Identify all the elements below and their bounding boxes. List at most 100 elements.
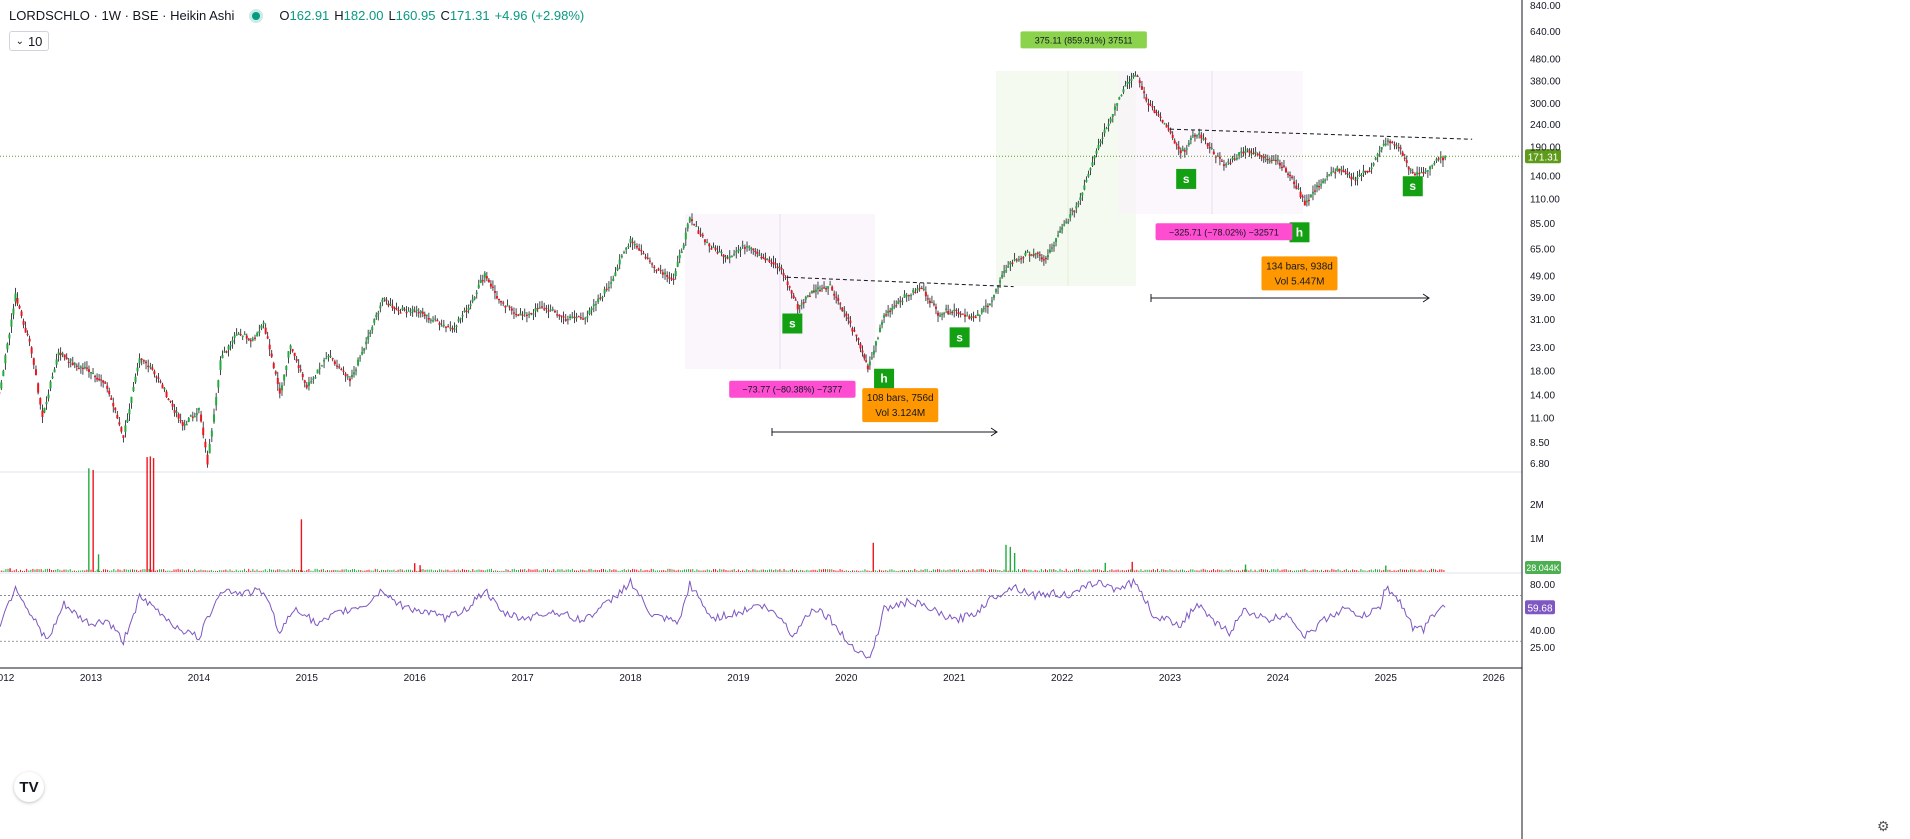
candle <box>114 407 117 411</box>
candle <box>889 310 892 312</box>
candle <box>1017 259 1020 261</box>
rsi-series <box>0 576 1522 659</box>
volume-bar <box>49 568 50 572</box>
volume-bar <box>351 569 353 572</box>
volume-bar <box>605 569 607 572</box>
candle <box>1270 159 1273 161</box>
volume-bar <box>1399 568 1401 572</box>
candle <box>786 281 789 286</box>
candle <box>1350 176 1353 180</box>
price-axis-tick: 110.00 <box>1530 194 1560 205</box>
volume-bar <box>1080 569 1082 572</box>
candle <box>1124 85 1127 87</box>
candle <box>821 288 824 290</box>
volume-bar <box>876 570 878 572</box>
gear-icon[interactable]: ⚙ <box>1877 818 1890 834</box>
volume-bar <box>237 570 239 572</box>
candle <box>453 328 456 330</box>
candle <box>108 390 111 395</box>
candle <box>1007 266 1010 268</box>
volume-bar <box>719 568 721 572</box>
candle <box>1034 253 1037 255</box>
candle <box>1374 157 1377 160</box>
interval-selector[interactable]: ⌄ 10 <box>9 31 49 51</box>
candle <box>383 297 386 300</box>
volume-bar <box>540 570 542 572</box>
candle <box>1095 150 1098 154</box>
volume-bar <box>1304 568 1306 572</box>
volume-bar <box>194 568 196 572</box>
candle <box>327 356 330 358</box>
volume-bar <box>1159 570 1161 572</box>
volume-bar <box>1362 570 1364 572</box>
candle <box>1336 167 1339 172</box>
tradingview-logo[interactable]: TV <box>14 772 44 802</box>
candle <box>122 435 125 438</box>
volume-bar <box>916 570 918 572</box>
volume-bar <box>673 569 675 572</box>
volume-bar <box>1053 569 1055 572</box>
candle <box>329 355 332 357</box>
volume-bar <box>90 569 92 572</box>
price-axis-tick: 640.00 <box>1530 27 1561 38</box>
candle <box>65 357 68 360</box>
symbol-title[interactable]: LORDSCHLO · 1W · BSE · Heikin Ashi <box>9 8 235 23</box>
candle <box>307 382 310 386</box>
candle <box>823 287 826 289</box>
candle <box>1222 164 1225 166</box>
candle <box>536 307 539 310</box>
volume-bar <box>461 569 463 572</box>
candle <box>413 311 416 313</box>
candle <box>393 307 396 310</box>
volume-bar <box>212 570 214 572</box>
volume-bar <box>582 569 584 572</box>
volume-bar <box>1101 570 1103 572</box>
volume-bar <box>964 569 966 572</box>
candle <box>411 309 414 312</box>
volume-bar <box>578 570 580 572</box>
volume-bar <box>1157 568 1159 572</box>
candle <box>865 360 868 362</box>
candle <box>959 313 962 315</box>
candle <box>177 414 180 419</box>
volume-bar <box>1184 570 1186 572</box>
pattern-label-box <box>782 313 803 334</box>
candle <box>766 258 769 260</box>
rsi-line <box>0 576 1446 659</box>
volume-bar <box>474 570 476 572</box>
volume-bar <box>1377 569 1378 572</box>
volume-bar <box>111 570 113 572</box>
candle <box>582 318 585 320</box>
volume-bar <box>493 570 495 572</box>
neckline <box>786 276 1014 288</box>
volume-bar <box>725 570 727 572</box>
volume-bar <box>1040 568 1042 572</box>
volume-bar <box>688 569 690 572</box>
volume-bar <box>503 570 505 572</box>
candle <box>493 291 496 293</box>
candle <box>506 305 509 307</box>
candle <box>63 354 66 358</box>
candle <box>1441 157 1444 161</box>
volume-bar <box>667 568 669 572</box>
volume-bar <box>1179 569 1181 572</box>
candle <box>845 313 848 317</box>
price-axis-tick: 240.00 <box>1530 120 1561 131</box>
candle <box>126 419 129 423</box>
volume-bar <box>1117 569 1119 572</box>
volume-bar <box>391 570 393 572</box>
volume-bar <box>368 569 370 572</box>
volume-bar <box>11 570 13 572</box>
candle <box>163 388 166 390</box>
volume-bar <box>1250 569 1252 572</box>
candle <box>389 303 392 306</box>
volume-bar <box>499 570 501 572</box>
volume-bar <box>553 569 555 572</box>
volume-bar <box>273 569 275 572</box>
candle <box>586 316 589 318</box>
volume-bar <box>1335 569 1337 572</box>
volume-bar <box>1374 568 1376 572</box>
volume-bar <box>129 569 131 572</box>
candle <box>249 340 252 342</box>
